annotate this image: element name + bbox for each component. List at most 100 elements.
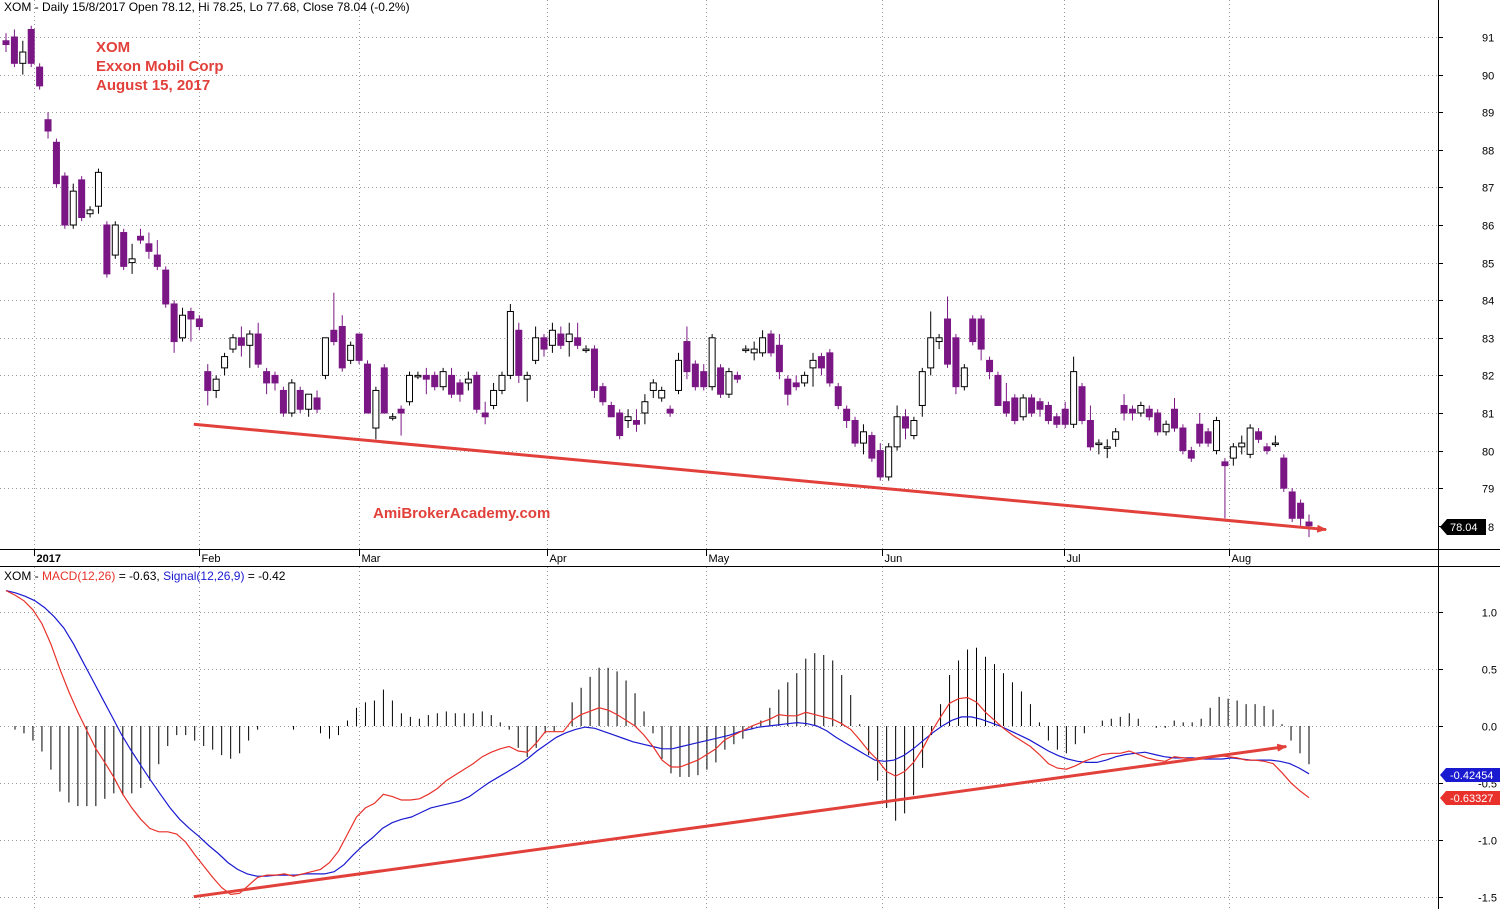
candle-body-down <box>1120 404 1128 414</box>
candle <box>944 296 952 368</box>
candle-body-down <box>1154 412 1162 433</box>
candle <box>1288 488 1296 523</box>
candle <box>1145 405 1153 421</box>
candle-body-up <box>221 356 229 369</box>
candle-body-down <box>1011 397 1019 422</box>
candle-body-down <box>683 341 691 373</box>
candle <box>221 352 229 376</box>
candle-body-down <box>590 348 598 391</box>
candle-body-up <box>523 374 531 380</box>
candle-body-up <box>414 374 422 378</box>
candle-body-up <box>641 401 649 414</box>
candle-body-up <box>347 344 355 361</box>
candle-body-up <box>406 374 414 403</box>
candle-body-down <box>767 333 775 354</box>
candle-body-down <box>1204 431 1212 444</box>
candle-body-down <box>473 374 481 410</box>
candle-body-down <box>162 269 170 305</box>
candle-body-down <box>481 412 489 418</box>
candle-body-up <box>918 371 926 406</box>
candle-body-down <box>666 408 674 414</box>
candle-body-up <box>19 51 27 64</box>
candle-body-up <box>809 359 817 369</box>
macd-header: XOM - MACD(12,26) = -0.63, Signal(12,26,… <box>4 569 286 583</box>
macd-value-label: -0.63327 <box>1450 793 1493 805</box>
candle-body-down <box>977 318 985 350</box>
candle-body-up <box>927 337 935 369</box>
candle <box>1061 401 1069 429</box>
candle-body-up <box>1103 446 1111 449</box>
candle-body-down <box>969 318 977 343</box>
macd-histogram <box>14 647 1310 821</box>
candle <box>313 390 321 413</box>
candle <box>1187 446 1195 462</box>
candle <box>153 240 161 271</box>
candle <box>363 360 371 414</box>
candle <box>1078 382 1086 425</box>
candle <box>742 345 750 353</box>
candle-body-down <box>1255 431 1263 440</box>
price-header: XOM - Daily 15/8/2017 Open 78.12, Hi 78.… <box>4 0 410 14</box>
candle-body-down <box>1145 408 1153 418</box>
candle <box>372 386 380 440</box>
candle-body-down <box>834 386 842 406</box>
candle-body-down <box>1086 420 1094 448</box>
price-tick-label: 80 <box>1482 447 1494 459</box>
candle-body-down <box>1196 423 1204 444</box>
candle-body-up <box>389 416 397 419</box>
price-trendline <box>193 422 1328 533</box>
candle <box>263 367 271 395</box>
candle <box>927 311 935 376</box>
candle <box>10 29 18 68</box>
candle-body-down <box>952 337 960 388</box>
candle-body-up <box>1162 423 1170 433</box>
candle-body-up <box>86 209 94 215</box>
last-price-label: 78.04 <box>1450 522 1478 534</box>
month-label: Apr <box>550 553 567 565</box>
candle-body-down <box>574 337 582 346</box>
candle-body-up <box>305 393 313 410</box>
candle-body-up <box>1213 420 1221 452</box>
month-label: Aug <box>1232 553 1252 565</box>
candle-body-up <box>321 337 329 376</box>
candlestick-series <box>2 25 1313 538</box>
candle <box>355 333 363 365</box>
candle <box>599 382 607 406</box>
price-tick-label: 86 <box>1482 221 1494 233</box>
candle-body-down <box>338 326 346 369</box>
candle-body-up <box>212 378 220 391</box>
candle-body-down <box>153 254 161 267</box>
candle <box>422 367 430 395</box>
candle-body-down <box>10 36 18 64</box>
candle-body-down <box>1053 416 1061 425</box>
candle-body-down <box>1187 450 1195 459</box>
candle <box>725 367 733 398</box>
price-tick-label: 81 <box>1482 409 1494 421</box>
candle-body-down <box>271 374 279 384</box>
candle-body-down <box>1002 401 1010 414</box>
candle-body-down <box>431 374 439 388</box>
candle-body-up <box>532 337 540 361</box>
candle <box>952 334 960 395</box>
candle <box>775 334 783 380</box>
candle <box>994 371 1002 406</box>
month-label: Jul <box>1067 553 1081 565</box>
candle <box>876 443 884 481</box>
candle <box>548 322 556 353</box>
candle <box>826 349 834 387</box>
macd-tick-label: 0.5 <box>1482 665 1497 677</box>
candle <box>1246 424 1254 459</box>
candle-body-down <box>784 378 792 395</box>
candle <box>632 409 640 432</box>
candle <box>212 375 220 398</box>
annotation-company: Exxon Mobil Corp <box>96 58 224 75</box>
candle <box>986 356 994 380</box>
candle <box>843 405 851 429</box>
candle-body-down <box>44 119 52 132</box>
price-tick-label: 82 <box>1482 371 1494 383</box>
candle <box>347 341 355 365</box>
candle <box>683 326 691 380</box>
price-tick-label: 91 <box>1482 33 1494 45</box>
candle <box>1255 428 1263 444</box>
candle <box>851 416 859 447</box>
